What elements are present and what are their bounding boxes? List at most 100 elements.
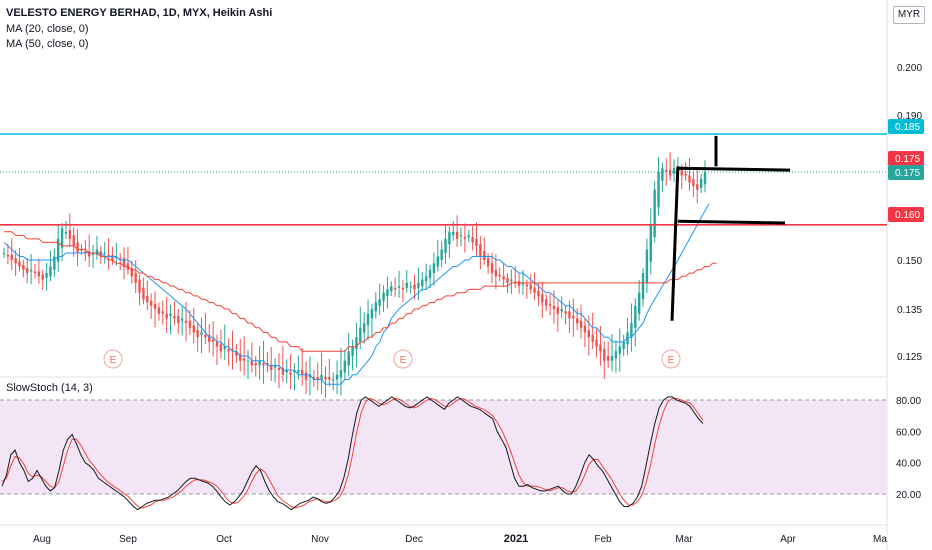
candle-body xyxy=(382,292,385,301)
candle-body xyxy=(250,360,254,366)
x-tick-label: Nov xyxy=(311,534,329,545)
stoch-tick-label: 60.00 xyxy=(896,427,921,438)
candle-body xyxy=(614,351,618,359)
candle-body xyxy=(397,286,401,288)
flag-bottom xyxy=(677,219,786,225)
candle-body xyxy=(91,252,95,255)
currency-badge[interactable]: MYR xyxy=(893,6,925,24)
flag-top xyxy=(677,166,791,172)
candle-body xyxy=(483,251,486,260)
flag-pole xyxy=(670,166,680,321)
price-badge xyxy=(888,119,924,134)
earnings-marker-label: E xyxy=(110,355,117,366)
candle-body xyxy=(304,372,308,380)
candle-body xyxy=(498,274,501,277)
candle-body xyxy=(510,279,513,282)
candle-body xyxy=(10,254,13,260)
candle-body xyxy=(428,269,432,278)
ma20-line xyxy=(3,203,710,385)
candle-body xyxy=(76,242,79,253)
candle-body xyxy=(432,263,436,274)
candle-body xyxy=(339,370,343,378)
candle-body xyxy=(115,256,118,259)
candle-body xyxy=(703,172,707,185)
candle-body xyxy=(634,305,637,328)
candle-body xyxy=(374,302,378,312)
candle-body xyxy=(692,179,695,187)
candle-body xyxy=(103,252,106,254)
candle-body xyxy=(281,367,285,375)
candle-body xyxy=(18,261,21,267)
candle-body xyxy=(552,305,556,309)
candle-body xyxy=(641,273,645,300)
candle-body xyxy=(502,276,505,280)
chart-title: VELESTO ENERGY BERHAD, 1D, MYX, Heikin A… xyxy=(6,7,273,19)
candle-body xyxy=(606,356,610,361)
candle-body xyxy=(29,269,33,272)
candle-body xyxy=(335,374,339,380)
x-tick-label: Aug xyxy=(33,534,51,545)
candle-body xyxy=(328,377,331,380)
candle-body xyxy=(362,323,366,333)
candle-body xyxy=(386,289,389,296)
candle-body xyxy=(668,170,672,176)
candle-body xyxy=(366,313,370,326)
candle-body xyxy=(653,189,656,238)
candle-body xyxy=(645,249,649,283)
candle-body xyxy=(436,256,439,267)
candle-body xyxy=(53,256,56,270)
candle-body xyxy=(26,268,29,274)
candle-body xyxy=(270,365,273,371)
candle-body xyxy=(610,356,614,361)
candle-body xyxy=(370,309,374,319)
candle-body xyxy=(122,258,126,267)
candle-body xyxy=(347,351,350,366)
candle-body xyxy=(273,365,277,368)
stoch-band xyxy=(0,400,887,494)
candle-body xyxy=(208,334,211,342)
candle-body xyxy=(401,287,405,290)
candle-body xyxy=(157,307,161,314)
price-badge-label: 0.185 xyxy=(895,122,920,133)
candle-body xyxy=(316,377,319,380)
flag-drawing xyxy=(670,135,791,321)
candle-body xyxy=(440,249,443,260)
candle-body xyxy=(289,372,292,375)
candle-body xyxy=(591,334,594,342)
oscillator-label: SlowStoch (14, 3) xyxy=(6,382,93,394)
candle-body xyxy=(448,231,451,245)
candle-body xyxy=(308,374,312,378)
candle-body xyxy=(479,244,482,257)
candle-body xyxy=(45,273,48,278)
candle-body xyxy=(95,249,99,255)
price-badge xyxy=(888,151,924,166)
candle-body xyxy=(545,299,548,306)
candles xyxy=(2,152,707,398)
candle-body xyxy=(235,351,238,356)
candle-body xyxy=(521,282,525,285)
candle-body xyxy=(211,339,215,342)
candle-body xyxy=(277,367,281,371)
candle-body xyxy=(622,341,625,349)
candle-body xyxy=(351,346,354,356)
candle-body xyxy=(324,377,327,380)
stoch-d-line xyxy=(1,397,704,509)
candle-body xyxy=(560,309,563,312)
candle-body xyxy=(242,358,246,361)
candle-body xyxy=(80,249,83,251)
candle-body xyxy=(134,273,137,283)
candle-body xyxy=(60,228,64,248)
stoch-k-line xyxy=(1,396,704,511)
candle-body xyxy=(130,268,134,277)
candle-body xyxy=(699,179,703,188)
candle-body xyxy=(661,168,664,181)
candle-body xyxy=(320,374,323,380)
candle-body xyxy=(452,231,455,236)
candle-body xyxy=(301,370,304,375)
candle-body xyxy=(599,344,602,352)
candle-body xyxy=(49,266,52,277)
candle-body xyxy=(564,311,567,314)
candle-body xyxy=(227,348,230,352)
candle-body xyxy=(169,313,172,317)
